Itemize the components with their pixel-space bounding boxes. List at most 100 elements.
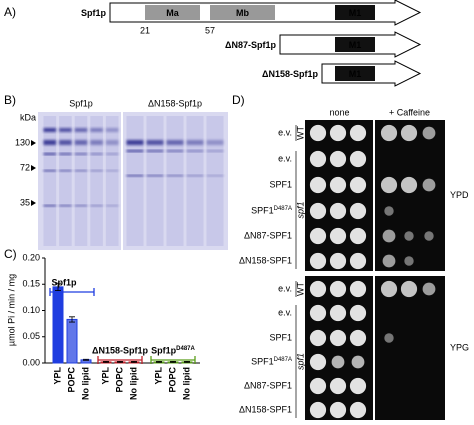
error-bar [117, 361, 123, 363]
yeast-spot [309, 280, 327, 298]
x-tick-label: YPL [100, 367, 110, 385]
domain-box [145, 5, 200, 20]
gel-band [146, 140, 164, 145]
gel-band [105, 140, 119, 145]
gel-band [146, 150, 164, 152]
x-tick-label: YPL [52, 367, 62, 385]
error-bar [170, 361, 176, 363]
column-header: none [329, 107, 349, 117]
x-tick-label: POPC [66, 367, 76, 393]
gel-band [186, 140, 204, 145]
legend-label: Spf1p [51, 277, 77, 287]
domain-label: M1 [349, 69, 362, 79]
gel-band [74, 170, 88, 172]
marker-arrow [31, 200, 36, 206]
yeast-spot [349, 329, 367, 347]
error-bar [69, 316, 75, 323]
gel-lane [186, 116, 204, 246]
yeast-spot [329, 176, 347, 194]
domain-box [335, 37, 375, 52]
marker-arrow [31, 165, 36, 171]
yeast-spot [404, 256, 414, 266]
yeast-spot [422, 126, 436, 140]
gel-lane [166, 116, 184, 246]
gel-lane [59, 116, 72, 246]
superscript: D487A [274, 206, 292, 212]
yeast-spot [400, 280, 418, 298]
yeast-spot [309, 304, 327, 322]
strain-row-label: SPF1D487A [251, 356, 292, 366]
gel-band [90, 170, 103, 172]
gel-band [206, 140, 224, 145]
panel-label: A) [4, 5, 16, 19]
yeast-spot [309, 124, 327, 142]
yeast-spot [331, 355, 345, 369]
medium-label: YPD [450, 190, 469, 200]
plate-image [305, 120, 373, 271]
yeast-spot [382, 229, 396, 243]
y-tick-label: 0.15 [22, 279, 40, 289]
group-bracket [97, 356, 143, 364]
yeast-spot [329, 401, 347, 419]
x-tick-label: No lipid [80, 367, 90, 400]
yeast-spot [309, 252, 327, 270]
error-bar [131, 361, 137, 363]
plate-image [375, 120, 445, 271]
marker-label: 130 [15, 137, 30, 147]
y-tick-label: 0.05 [22, 331, 40, 341]
construct-name: ΔN87-Spf1p [225, 40, 276, 50]
yeast-spot [380, 124, 398, 142]
gel-lane [90, 116, 103, 246]
y-tick-label: 0.10 [22, 305, 40, 315]
x-tick-label: POPC [167, 367, 177, 393]
yeast-spot [329, 304, 347, 322]
yeast-spot [349, 227, 367, 245]
gel-band [166, 175, 184, 177]
yeast-spot [349, 176, 367, 194]
superscript: D487A [274, 357, 292, 363]
yeast-spot [349, 150, 367, 168]
yeast-spot [349, 252, 367, 270]
gel-band [105, 205, 119, 207]
yeast-spot [329, 202, 347, 220]
yeast-spot [329, 124, 347, 142]
yeast-spot [422, 178, 436, 192]
x-tick-label: POPC [114, 367, 124, 393]
gel-band [59, 140, 72, 145]
domain-label: M1 [349, 40, 362, 50]
strain-row-label: e.v. [278, 307, 292, 317]
strain-row-label: e.v. [278, 127, 292, 137]
gel-band [43, 170, 57, 172]
strain-row-label: ΔN87-SPF1 [244, 230, 292, 240]
gel-band [74, 153, 88, 155]
gel-band [105, 128, 119, 132]
legend-label: ΔN158-Spf1p [92, 345, 148, 355]
column-header: + Caffeine [389, 107, 430, 117]
strain-row-label: ΔN158-SPF1 [239, 255, 292, 265]
error-bar [184, 361, 190, 363]
gel-band [126, 150, 144, 152]
panel-label: C) [4, 247, 17, 261]
gel-band [90, 205, 103, 207]
x-tick-label: No lipid [181, 367, 191, 400]
gel-band [43, 140, 57, 145]
yeast-spot [329, 280, 347, 298]
gel-band [90, 128, 103, 132]
yeast-spot [424, 231, 434, 241]
plate-image [305, 276, 373, 420]
superscript: D487A [176, 346, 195, 352]
group-bracket [49, 288, 95, 296]
strain-label: WT [295, 126, 305, 140]
y-tick-label: 0.00 [22, 357, 40, 367]
marker-label: 35 [20, 197, 30, 207]
yeast-spot [329, 227, 347, 245]
domain-label: Mb [236, 8, 249, 18]
yeast-spot [404, 231, 414, 241]
marker-label: 72 [20, 162, 30, 172]
yeast-spot [329, 150, 347, 168]
gel-band [126, 140, 144, 145]
yeast-spot [329, 377, 347, 395]
strain-row-label: SPF1 [269, 179, 292, 189]
gel-band [59, 170, 72, 172]
yeast-spot [400, 124, 418, 142]
